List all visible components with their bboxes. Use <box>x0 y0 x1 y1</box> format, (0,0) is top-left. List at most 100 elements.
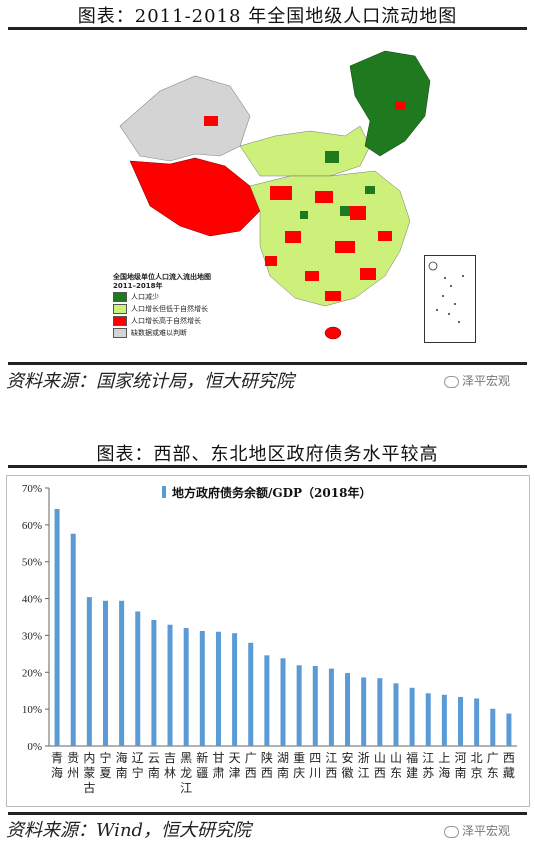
bar-吉林 <box>167 624 173 746</box>
x-tick-label: 海南 <box>116 750 128 780</box>
bar-海南 <box>119 600 125 746</box>
chart-x-labels: 青海贵州内蒙古宁夏海南辽宁云南吉林黑龙江新疆甘肃天津广西陕西湖南重庆四川江西安徽… <box>51 750 515 795</box>
bar-江苏 <box>425 693 431 746</box>
chart-title: 图表：西部、东北地区政府债务水平较高 <box>96 444 439 465</box>
map-legend-swatch <box>113 304 127 314</box>
x-tick-label: 广东 <box>487 751 499 780</box>
x-tick-label: 浙江 <box>358 751 370 780</box>
x-tick-label: 贵州 <box>67 751 79 780</box>
y-tick-label: 60% <box>22 520 42 532</box>
bar-贵州 <box>70 533 76 746</box>
bar-上海 <box>441 694 447 746</box>
debt-gdp-bar-chart: 地方政府债务余额/GDP（2018年） 0% 10% 20% 30% 40% 50% 60%… <box>22 483 517 795</box>
map-region-missing <box>119 75 251 162</box>
chart-bars <box>54 509 512 746</box>
y-tick-label: 40% <box>22 594 42 606</box>
watermark-top: 泽平宏观 <box>444 372 510 389</box>
chart-legend: 地方政府债务余额/GDP（2018年） <box>162 485 371 500</box>
chart-panel: 地方政府债务余额/GDP（2018年） 0% 10% 20% 30% 40% 50% 60%… <box>6 475 530 807</box>
watermark-top-text: 泽平宏观 <box>462 374 511 388</box>
map-legend-swatch <box>113 328 127 338</box>
x-tick-label: 江苏 <box>422 751 434 780</box>
map-legend-label: 缺数据或难以判断 <box>131 329 187 337</box>
x-tick-label: 北京 <box>471 751 483 780</box>
bar-安徽 <box>345 673 351 746</box>
map-legend-label: 人口增长高于自然增长 <box>131 317 201 325</box>
y-tick-label: 50% <box>22 557 42 569</box>
x-tick-label: 河南 <box>455 751 467 780</box>
bar-辽宁 <box>135 611 141 746</box>
bar-云南 <box>151 619 157 746</box>
x-tick-label: 内蒙古 <box>83 751 95 795</box>
x-tick-label: 宁夏 <box>99 750 111 780</box>
y-tick-label: 30% <box>22 630 42 642</box>
map-legend-label: 人口增长但低于自然增长 <box>131 305 208 313</box>
bar-江西 <box>328 668 334 746</box>
map-legend-item: 缺数据或难以判断 <box>113 327 273 339</box>
title-rule-top <box>8 27 527 30</box>
bar-河南 <box>458 696 464 746</box>
y-tick-label: 10% <box>22 704 42 716</box>
map-legend-swatch <box>113 292 127 302</box>
bar-湖南 <box>280 658 286 746</box>
map-legend-subtitle: 2011–2018年 <box>113 282 163 290</box>
map-source: 资料来源：国家统计局，恒大研究院 <box>6 371 294 392</box>
x-tick-label: 青海 <box>51 751 63 780</box>
map-green-cities <box>300 151 375 219</box>
bar-陕西 <box>264 655 270 746</box>
x-tick-label: 上海 <box>438 751 450 780</box>
bar-天津 <box>232 633 238 746</box>
map-red-cities <box>204 101 405 337</box>
x-tick-label: 天津 <box>229 751 241 780</box>
map-legend: 全国地级单位人口流入流出地图 2011–2018年 人口减少 人口增长但低于自然… <box>113 273 273 358</box>
bar-宁夏 <box>102 600 108 746</box>
bar-广西 <box>248 642 254 746</box>
y-tick-label: 0% <box>27 741 42 753</box>
china-migration-map <box>119 50 431 340</box>
x-tick-label: 湖南 <box>277 750 289 780</box>
bar-四川 <box>312 666 318 746</box>
map-region-west-red <box>129 157 261 237</box>
bar-福建 <box>409 687 415 746</box>
watermark-bottom: 泽平宏观 <box>444 822 510 839</box>
x-tick-label: 福建 <box>406 750 418 780</box>
bar-新疆 <box>199 631 205 746</box>
chart-legend-swatch <box>162 486 166 498</box>
bar-青海 <box>54 509 60 746</box>
bar-山西 <box>377 678 383 746</box>
map-legend-item: 人口增长但低于自然增长 <box>113 303 273 315</box>
map-legend-label: 人口减少 <box>131 293 159 301</box>
x-tick-label: 重庆 <box>293 751 305 780</box>
title-rule-bottom <box>8 465 527 468</box>
bar-山东 <box>393 683 399 746</box>
x-tick-label: 甘肃 <box>212 751 224 780</box>
x-tick-label: 西藏 <box>503 751 515 780</box>
map-hainan <box>324 326 342 340</box>
chart-source: 资料来源：Wind，恒大研究院 <box>6 820 252 841</box>
south-china-sea-inset <box>424 255 476 343</box>
x-tick-label: 黑龙江 <box>180 751 192 795</box>
map-legend-item: 人口增长高于自然增长 <box>113 315 273 327</box>
bar-黑龙江 <box>183 628 189 746</box>
bar-浙江 <box>361 677 367 746</box>
bar-广东 <box>490 708 496 746</box>
watermark-bottom-text: 泽平宏观 <box>462 824 511 838</box>
bar-甘肃 <box>215 631 221 746</box>
map-region-northeast <box>349 50 431 157</box>
x-tick-label: 广西 <box>245 751 257 780</box>
wechat-icon <box>444 825 459 838</box>
wechat-icon <box>444 375 459 388</box>
map-legend-swatch <box>113 316 127 326</box>
bar-北京 <box>474 698 480 746</box>
x-tick-label: 辽宁 <box>132 751 144 780</box>
x-tick-label: 吉林 <box>164 751 176 780</box>
bar-重庆 <box>296 665 302 746</box>
bar-西藏 <box>506 713 512 746</box>
bar-内蒙古 <box>86 597 92 746</box>
map-title: 图表：2011-2018 年全国地级人口流动地图 <box>77 6 458 27</box>
chart-legend-label: 地方政府债务余额/GDP（2018年） <box>172 485 371 500</box>
x-tick-label: 四川 <box>309 751 321 780</box>
x-tick-label: 新疆 <box>196 750 208 780</box>
x-tick-label: 云南 <box>148 751 160 780</box>
map-legend-item: 人口减少 <box>113 291 273 303</box>
